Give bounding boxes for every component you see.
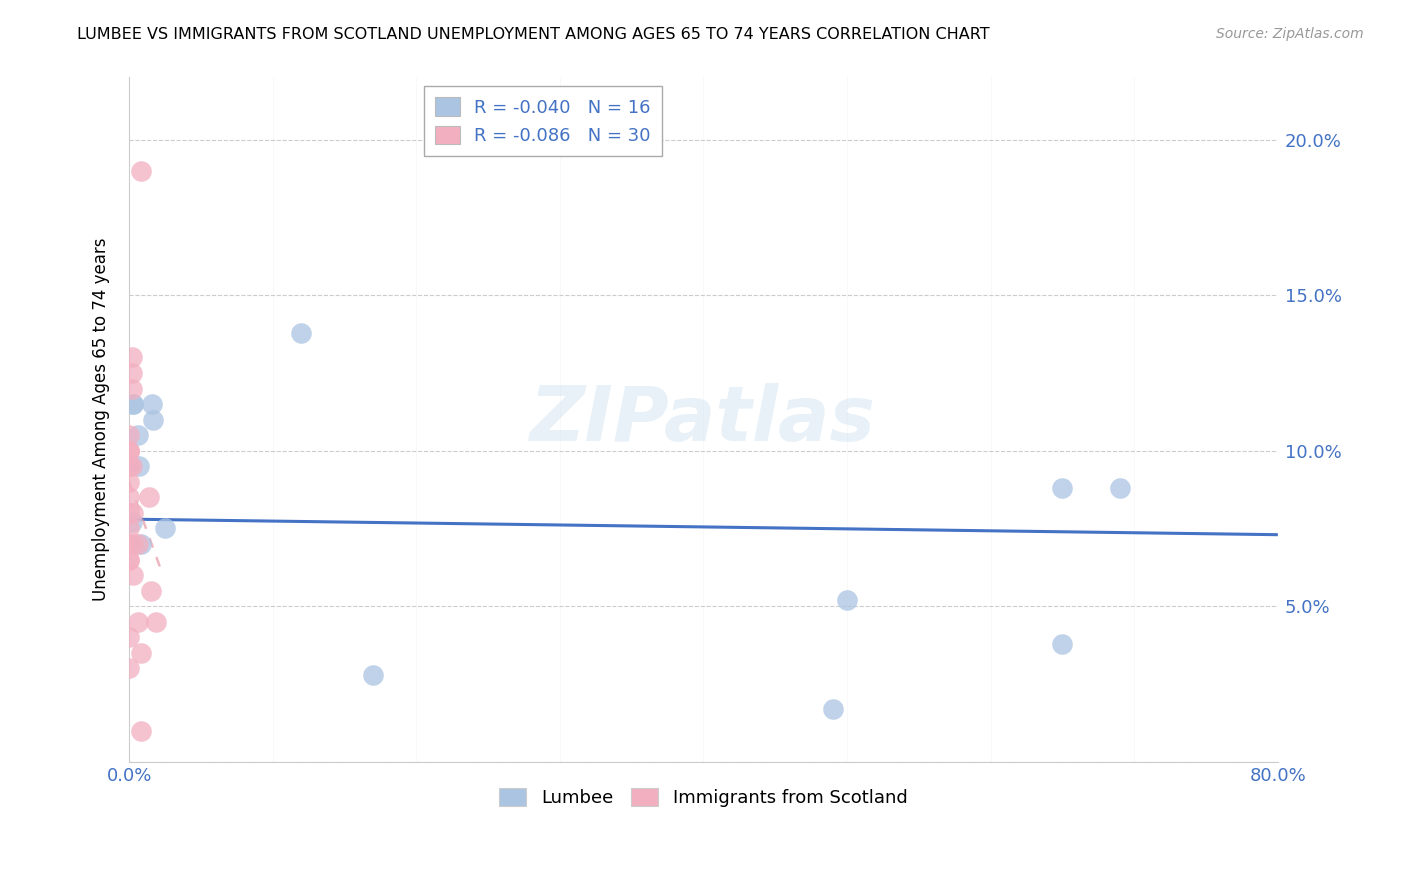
Point [118, 552, 141, 566]
Point [141, 397, 163, 411]
Point [138, 491, 160, 505]
Point [118, 521, 141, 535]
Point [118, 661, 141, 675]
Point [821, 702, 844, 716]
Point [127, 428, 149, 442]
Point [118, 428, 141, 442]
Point [1052, 481, 1074, 495]
Point [122, 568, 145, 582]
Point [145, 615, 167, 629]
Point [127, 537, 149, 551]
Point [1052, 636, 1074, 650]
Point [122, 506, 145, 520]
Point [118, 631, 141, 645]
Point [153, 521, 176, 535]
Point [1109, 481, 1132, 495]
Point [129, 646, 152, 660]
Point [139, 583, 162, 598]
Point [122, 397, 145, 411]
Point [121, 459, 143, 474]
Text: LUMBEE VS IMMIGRANTS FROM SCOTLAND UNEMPLOYMENT AMONG AGES 65 TO 74 YEARS CORREL: LUMBEE VS IMMIGRANTS FROM SCOTLAND UNEMP… [77, 27, 990, 42]
Point [121, 351, 143, 365]
Point [118, 443, 141, 458]
Point [118, 443, 141, 458]
Point [118, 475, 141, 489]
Y-axis label: Unemployment Among Ages 65 to 74 years: Unemployment Among Ages 65 to 74 years [93, 238, 110, 601]
Point [142, 412, 165, 426]
Point [290, 326, 312, 340]
Point [121, 366, 143, 380]
Point [122, 537, 145, 551]
Point [118, 506, 141, 520]
Point [129, 163, 152, 178]
Legend: Lumbee, Immigrants from Scotland: Lumbee, Immigrants from Scotland [492, 780, 915, 814]
Point [121, 382, 143, 396]
Point [129, 723, 152, 738]
Point [121, 515, 143, 529]
Point [118, 459, 141, 474]
Point [127, 615, 149, 629]
Point [129, 537, 152, 551]
Point [122, 397, 145, 411]
Point [835, 593, 858, 607]
Point [361, 667, 384, 681]
Point [118, 443, 141, 458]
Text: Source: ZipAtlas.com: Source: ZipAtlas.com [1216, 27, 1364, 41]
Point [118, 537, 141, 551]
Text: ZIPatlas: ZIPatlas [530, 383, 876, 457]
Point [118, 459, 141, 474]
Point [118, 552, 141, 566]
Point [118, 491, 141, 505]
Point [128, 459, 150, 474]
